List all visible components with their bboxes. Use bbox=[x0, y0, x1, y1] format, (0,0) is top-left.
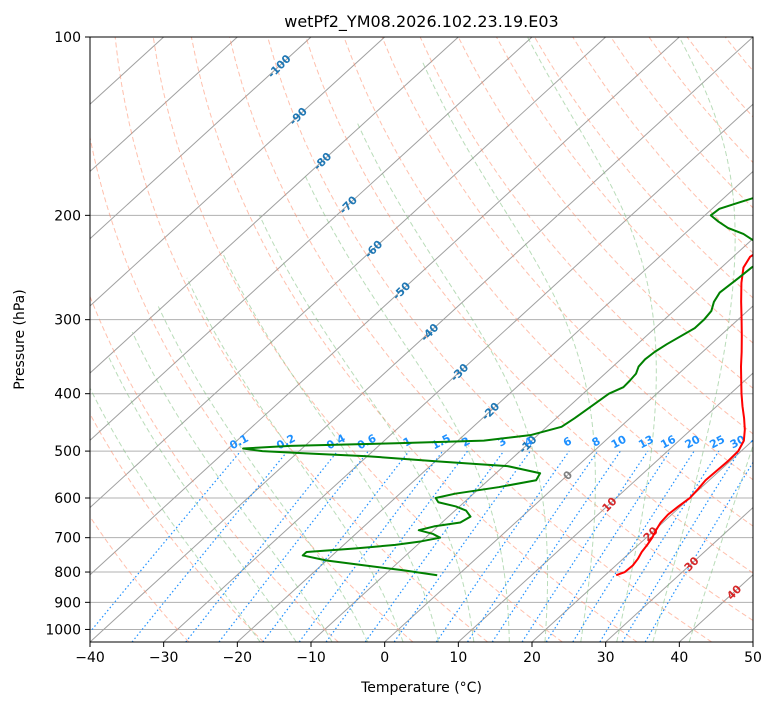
isotherm-line bbox=[531, 439, 753, 642]
isotherm-line bbox=[90, 37, 680, 576]
mixing-ratio-line bbox=[325, 450, 469, 642]
isotherm-line bbox=[384, 305, 753, 642]
mixing-ratio-label: 30 bbox=[728, 433, 748, 452]
mixing-ratio-line bbox=[364, 450, 505, 642]
x-tick-label: 0 bbox=[380, 650, 389, 666]
pressure-gridlines bbox=[90, 37, 753, 630]
dry-adiabat bbox=[90, 412, 264, 642]
x-tick-label: −10 bbox=[296, 650, 326, 666]
dry-adiabat bbox=[190, 37, 638, 642]
isotherm-line bbox=[457, 372, 753, 642]
isotherm-line bbox=[90, 37, 312, 240]
mixing-ratio-line bbox=[521, 450, 649, 642]
chart-title: wetPf2_YM08.2026.102.23.19.E03 bbox=[284, 12, 558, 32]
dry-adiabat bbox=[90, 134, 414, 642]
moist-adiabat bbox=[259, 215, 475, 642]
y-tick-label: 1000 bbox=[45, 622, 81, 638]
y-axis: 100 200 300 400 500 600 700 800 900 1000 bbox=[45, 30, 90, 638]
moist-adiabat bbox=[421, 61, 596, 642]
dry-adiabat bbox=[305, 37, 753, 574]
y-tick-label: 300 bbox=[54, 313, 81, 329]
moist-adiabat bbox=[131, 332, 333, 642]
mixing-ratio-lines bbox=[90, 450, 753, 642]
mixing-ratio-line bbox=[621, 450, 740, 642]
dewpoint-trace bbox=[242, 197, 753, 577]
moist-adiabat bbox=[107, 355, 297, 642]
y-tick-label: 100 bbox=[54, 30, 81, 46]
y-tick-label: 500 bbox=[54, 444, 81, 460]
dry-adiabat bbox=[419, 37, 753, 435]
y-axis-label: Pressure (hPa) bbox=[12, 289, 28, 389]
y-tick-label: 400 bbox=[54, 387, 81, 403]
mixing-ratio-line bbox=[572, 450, 695, 642]
mixing-ratio-line bbox=[90, 450, 242, 634]
moist-adiabat bbox=[90, 386, 261, 642]
mixing-ratio-line bbox=[545, 450, 671, 642]
temperature-trace bbox=[615, 253, 753, 577]
mixing-ratio-line bbox=[491, 450, 621, 642]
isotherm-line bbox=[90, 37, 459, 374]
isotherm-line bbox=[90, 37, 386, 307]
moist-adiabat bbox=[357, 123, 549, 642]
dry-adiabat bbox=[457, 37, 753, 389]
moist-adiabat bbox=[221, 251, 439, 642]
x-tick-label: 40 bbox=[670, 650, 688, 666]
y-tick-label: 600 bbox=[54, 491, 81, 507]
mixing-ratio-line bbox=[262, 450, 410, 642]
y-tick-label: 800 bbox=[54, 565, 81, 581]
isotherm-line bbox=[605, 506, 753, 642]
profile-traces bbox=[242, 197, 753, 577]
isotherm-line bbox=[236, 170, 753, 642]
mixing-ratio-label: 20 bbox=[683, 433, 703, 452]
isotherm-lines bbox=[90, 37, 753, 642]
moist-adiabat bbox=[157, 306, 369, 642]
dry-adiabat bbox=[495, 37, 753, 344]
mixing-ratio-line bbox=[131, 450, 289, 642]
moist-adiabat bbox=[186, 277, 404, 642]
x-tick-label: −40 bbox=[75, 650, 105, 666]
mixing-ratio-line bbox=[467, 450, 599, 642]
x-tick-label: −30 bbox=[149, 650, 179, 666]
mixing-ratio-label: 16 bbox=[658, 433, 678, 452]
y-tick-label: 200 bbox=[54, 208, 81, 224]
mixing-ratio-line bbox=[435, 450, 570, 642]
x-tick-label: −20 bbox=[223, 650, 253, 666]
x-tick-label: 50 bbox=[744, 650, 762, 666]
mixing-ratio-label: 36 bbox=[749, 433, 769, 452]
dry-adiabat bbox=[381, 37, 753, 481]
plot-frame bbox=[89, 36, 754, 643]
dry-adiabat bbox=[267, 37, 753, 622]
mixing-ratio-line bbox=[393, 450, 531, 642]
dry-adiabat bbox=[114, 37, 488, 642]
isotherm-line bbox=[90, 37, 753, 642]
x-tick-label: 20 bbox=[523, 650, 541, 666]
isotherm-line bbox=[90, 37, 607, 509]
x-tick-label: 10 bbox=[449, 650, 467, 666]
x-axis-label: Temperature (°C) bbox=[360, 680, 482, 696]
isotherm-line bbox=[90, 37, 533, 442]
moist-adiabat bbox=[688, 443, 753, 642]
x-axis: −40 −30 −20 −10 0 10 20 30 40 50 bbox=[75, 642, 762, 666]
dry-adiabat bbox=[229, 37, 713, 642]
dry-adiabat bbox=[152, 37, 563, 642]
x-tick-label: 30 bbox=[597, 650, 615, 666]
y-tick-label: 700 bbox=[54, 531, 81, 547]
isotherm-line bbox=[90, 37, 238, 173]
mixing-ratio-label: 13 bbox=[636, 433, 656, 452]
isotherm-line bbox=[163, 103, 753, 642]
mixing-ratio-label: 10 bbox=[609, 433, 629, 452]
y-tick-label: 900 bbox=[54, 595, 81, 611]
mixing-ratio-line bbox=[185, 450, 339, 642]
mixing-ratio-label: 25 bbox=[707, 433, 727, 452]
